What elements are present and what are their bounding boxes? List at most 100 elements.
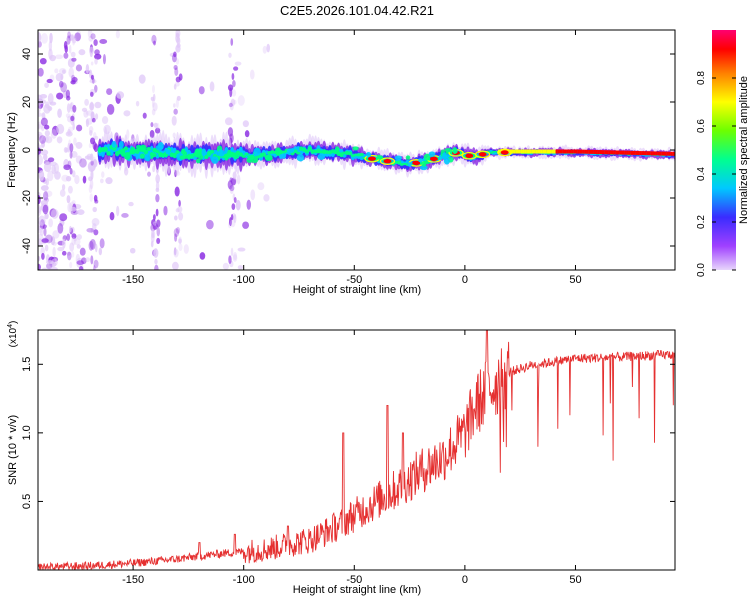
heatmap-cell xyxy=(129,146,136,155)
heatmap-cell xyxy=(126,129,130,140)
heatmap-cell xyxy=(120,151,126,157)
heatmap-cell xyxy=(157,141,164,150)
heatmap-cell xyxy=(41,125,45,132)
snr-multiplier: (x104) xyxy=(7,321,19,348)
heatmap-cell xyxy=(230,218,236,228)
heatmap-cell xyxy=(249,69,255,80)
heatmap-cell xyxy=(81,107,88,112)
heatmap-cell xyxy=(69,242,75,252)
heatmap-cell xyxy=(90,153,94,162)
heatmap-cell xyxy=(250,189,256,201)
heatmap-cell xyxy=(90,74,94,80)
heatmap-cell xyxy=(253,147,261,156)
heatmap-cell xyxy=(66,195,71,204)
heatmap-cell xyxy=(69,151,73,159)
heatmap-cell xyxy=(62,69,66,74)
snr-ytick-label: 1.5 xyxy=(21,357,33,372)
heatmap-cell xyxy=(54,68,59,74)
heatmap-cell xyxy=(153,122,158,128)
heatmap-cell xyxy=(517,149,521,154)
heatmap-cell xyxy=(38,263,41,270)
heatmap-cell xyxy=(421,161,427,167)
heatmap-cell xyxy=(50,129,57,139)
heatmap-cell xyxy=(92,156,96,162)
heatmap-cell xyxy=(238,152,244,157)
heatmap-cell xyxy=(608,150,611,155)
heatmap-cell xyxy=(396,160,402,165)
snr-ytick-label: 0.5 xyxy=(21,494,33,509)
heatmap-cell xyxy=(621,150,625,155)
heatmap-cell xyxy=(43,190,49,202)
heatmap-cell xyxy=(44,130,50,137)
heatmap-cell xyxy=(55,54,64,60)
heatmap-cell xyxy=(405,155,411,160)
heatmap-cell xyxy=(38,170,45,181)
heatmap-cell xyxy=(632,150,636,155)
snr-plot-area xyxy=(38,330,675,570)
heatmap-cell xyxy=(75,155,83,164)
heatmap-cell xyxy=(56,123,65,135)
heatmap-cell xyxy=(229,87,233,98)
heatmap-cell xyxy=(89,238,96,250)
heatmap-cell xyxy=(173,248,179,258)
heatmap-cell xyxy=(106,104,115,115)
heatmap-cell xyxy=(85,257,91,263)
heatmap-cell xyxy=(232,80,236,88)
heatmap-cell xyxy=(49,267,58,270)
heatmap-cell xyxy=(38,215,46,226)
heatmap-cell xyxy=(99,39,108,45)
heatmap-cell xyxy=(555,149,558,154)
heatmap-cell xyxy=(244,152,249,156)
heatmap-cell xyxy=(66,233,71,242)
heatmap-cell xyxy=(244,130,250,138)
heatmap-cell xyxy=(94,113,99,120)
heatmap-cell xyxy=(304,149,310,154)
heatmap-cell xyxy=(602,150,605,155)
heatmap-cell xyxy=(38,154,44,166)
heatmap-cell xyxy=(236,174,241,185)
heatmap-cell xyxy=(69,102,73,110)
heatmap-cell xyxy=(82,175,87,184)
heatmap-cell xyxy=(40,199,48,206)
heatmap-cell xyxy=(51,258,58,267)
heatmap-cell xyxy=(75,64,83,72)
heatmap-cell xyxy=(646,151,649,156)
heatmap-cell xyxy=(152,102,158,112)
heatmap-cell xyxy=(178,238,182,244)
heatmap-cell xyxy=(228,102,233,108)
heatmap-cell xyxy=(139,153,145,159)
heatmap-cell xyxy=(151,108,156,116)
snr-xtick-label: -50 xyxy=(346,574,362,586)
heatmap-cell xyxy=(116,91,125,99)
heatmap-cell xyxy=(69,225,72,233)
spectrogram-ytick-label: 20 xyxy=(21,96,33,108)
spectrogram-panel: -150 -100 -50 0 50 -40 -20 0 20 40 Height of str… xyxy=(6,29,676,296)
heatmap-cell xyxy=(672,151,675,156)
heatmap-cell xyxy=(246,157,254,163)
heatmap-cell xyxy=(67,251,72,261)
heatmap-cell xyxy=(150,122,154,128)
heatmap-cell xyxy=(70,74,76,83)
heatmap-cell xyxy=(334,146,340,153)
heatmap-cell xyxy=(229,184,235,192)
heatmap-cell xyxy=(307,146,313,151)
heatmap-cell xyxy=(38,112,43,117)
heatmap-cell xyxy=(153,221,157,226)
heatmap-cell xyxy=(65,113,71,119)
heatmap-cell xyxy=(71,37,77,44)
heatmap-cell xyxy=(67,31,71,39)
heatmap-cell xyxy=(59,80,64,88)
heatmap-cell xyxy=(39,135,47,144)
heatmap-cell xyxy=(135,100,140,107)
heatmap-cell xyxy=(59,189,66,197)
heatmap-cell xyxy=(41,267,48,270)
heatmap-cell xyxy=(577,149,580,154)
heatmap-cell xyxy=(296,154,305,162)
heatmap-cell xyxy=(74,174,80,185)
heatmap-cell xyxy=(102,53,106,65)
heatmap-cell xyxy=(624,150,627,155)
heatmap-cell xyxy=(174,215,178,221)
heatmap-cell xyxy=(67,160,72,169)
snr-xtick-label: 0 xyxy=(462,574,468,586)
snr-series-line xyxy=(38,330,675,570)
